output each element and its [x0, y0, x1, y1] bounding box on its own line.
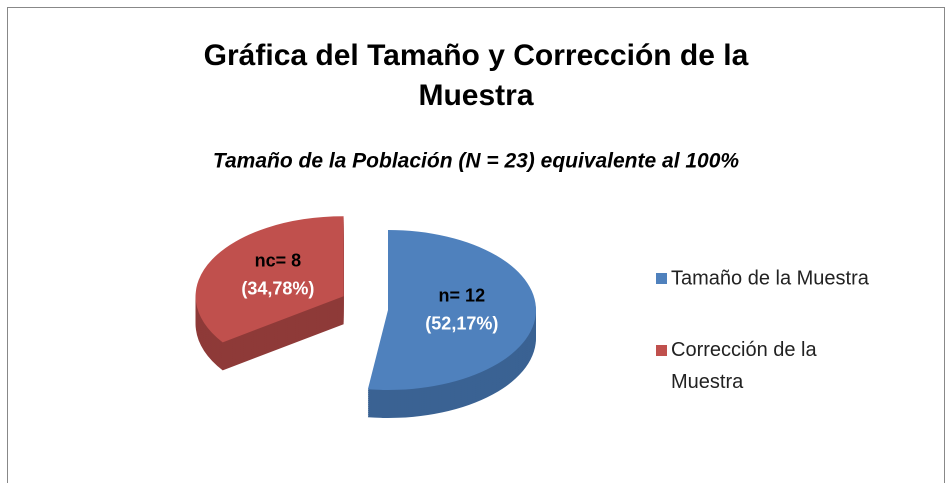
count-label: n= 12: [439, 285, 486, 305]
legend-label: Corrección de la Muestra: [671, 339, 818, 393]
data-label: (34,78%): [241, 279, 314, 299]
legend-label: Tamaño de la Muestra: [671, 267, 870, 289]
count-label: nc= 8: [255, 251, 302, 271]
chart-subtitle: Tamaño de la Población (N = 23) equivale…: [213, 150, 739, 173]
data-label: (52,17%): [425, 313, 498, 333]
chart-frame: [7, 7, 945, 483]
legend-swatch: [656, 345, 667, 356]
chart-title: Gráfica del Tamaño y Corrección de la Mue…: [204, 39, 749, 112]
pie-slice: [195, 216, 344, 343]
pie-slice: [367, 230, 537, 390]
legend-swatch: [656, 273, 667, 284]
